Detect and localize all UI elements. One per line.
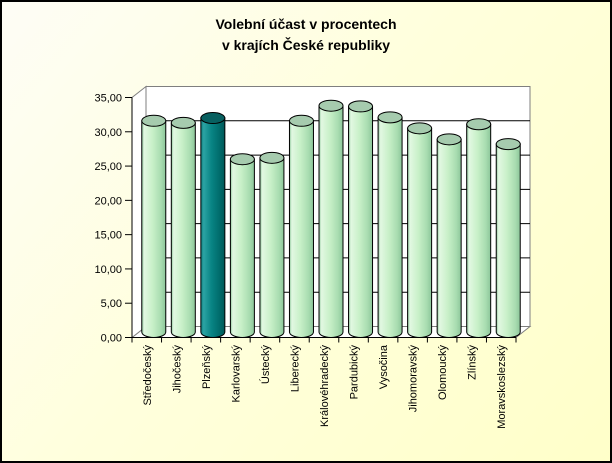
- bar-Vysočina: [377, 111, 403, 338]
- y-axis-label: 15,00: [94, 230, 122, 242]
- x-axis-label: Liberecký: [289, 345, 301, 393]
- chart-title-line1: Volební účast v procentech: [215, 16, 397, 32]
- y-axis-label: 10,00: [94, 264, 122, 276]
- bar-body: [200, 117, 226, 338]
- bar-top: [288, 114, 314, 127]
- x-axis-label: Jihočeský: [171, 345, 183, 394]
- bar-Jihočeský: [170, 116, 196, 338]
- x-axis-label: Olomoucký: [437, 345, 449, 401]
- bar-Středočeský: [141, 114, 167, 338]
- bar-top: [348, 100, 374, 113]
- chart-title-line2: v krajích České republiky: [221, 37, 391, 53]
- bar-body: [141, 120, 167, 338]
- x-axis-label: Jihomoravský: [408, 345, 420, 413]
- bar-top: [436, 133, 462, 146]
- bar-Pardubický: [348, 100, 374, 338]
- bar-top: [200, 112, 226, 125]
- bar-Jihomoravský: [407, 122, 433, 338]
- x-axis-label: Vysočina: [378, 344, 390, 389]
- y-axis-label: 30,00: [94, 127, 122, 139]
- bar-top: [141, 114, 167, 127]
- bar-body: [495, 143, 521, 338]
- x-axis-label: Zlínský: [467, 345, 479, 380]
- x-axis-label: Středočeský: [142, 345, 154, 406]
- bar-body: [377, 116, 403, 338]
- bar-body: [318, 105, 344, 338]
- y-axis-label: 0,00: [101, 333, 122, 345]
- bar-Královéhradecký: [318, 99, 344, 338]
- bar-body: [259, 157, 285, 338]
- x-axis-label: Plzeňský: [201, 345, 213, 390]
- y-axis-label: 25,00: [94, 161, 122, 173]
- bar-top: [318, 99, 344, 112]
- bar-body: [466, 123, 492, 338]
- bar-body: [170, 122, 196, 338]
- bar-body: [436, 138, 462, 338]
- x-axis-label: Ústecký: [259, 345, 272, 385]
- bar-body: [348, 105, 374, 338]
- x-axis-label: Karlovarský: [230, 345, 242, 403]
- bar-Olomoucký: [436, 133, 462, 338]
- bar-Karlovarský: [229, 153, 255, 338]
- bar-top: [259, 151, 285, 164]
- chart-title: Volební účast v procentech v krajích Čes…: [2, 14, 610, 56]
- bar-body: [229, 158, 255, 338]
- bar-Moravskoslezský: [495, 138, 521, 338]
- bar-top: [377, 111, 403, 124]
- x-axis-label: Pardubický: [349, 345, 361, 400]
- y-axis-label: 20,00: [94, 195, 122, 207]
- bar-Zlínský: [466, 118, 492, 338]
- y-axis-label: 35,00: [94, 93, 122, 105]
- bar-body: [407, 127, 433, 338]
- x-axis-label: Královéhradecký: [319, 345, 331, 427]
- x-axis-label: Moravskoslezský: [496, 345, 508, 429]
- bar-top: [170, 116, 196, 129]
- bar-Liberecký: [288, 114, 314, 338]
- bar-top: [466, 118, 492, 131]
- bar-Plzeňský: [200, 112, 226, 338]
- bar-Ústecký: [259, 151, 285, 338]
- bar-top: [229, 153, 255, 166]
- y-axis-label: 5,00: [101, 298, 122, 310]
- bar-body: [288, 120, 314, 338]
- bar-top: [495, 138, 521, 151]
- bar-top: [407, 122, 433, 135]
